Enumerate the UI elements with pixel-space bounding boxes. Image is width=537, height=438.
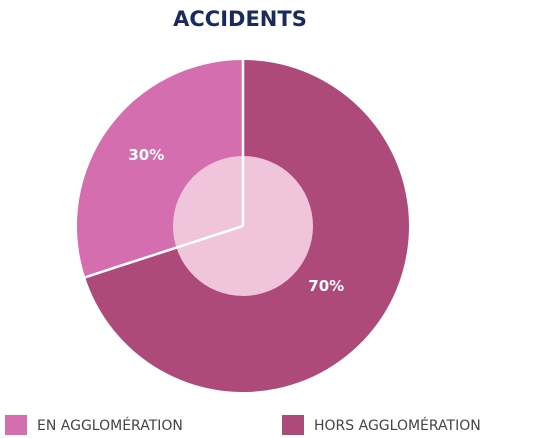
legend-swatch bbox=[5, 415, 27, 435]
value-label: 70% bbox=[308, 277, 344, 295]
chart-title: ACCIDENTS bbox=[173, 7, 307, 31]
slice-separator bbox=[84, 224, 244, 279]
legend-label: HORS AGGLOMÉRATION bbox=[314, 417, 481, 434]
value-label: 30% bbox=[128, 146, 164, 164]
legend-label: EN AGGLOMÉRATION bbox=[37, 417, 183, 434]
legend-swatch bbox=[282, 415, 304, 435]
